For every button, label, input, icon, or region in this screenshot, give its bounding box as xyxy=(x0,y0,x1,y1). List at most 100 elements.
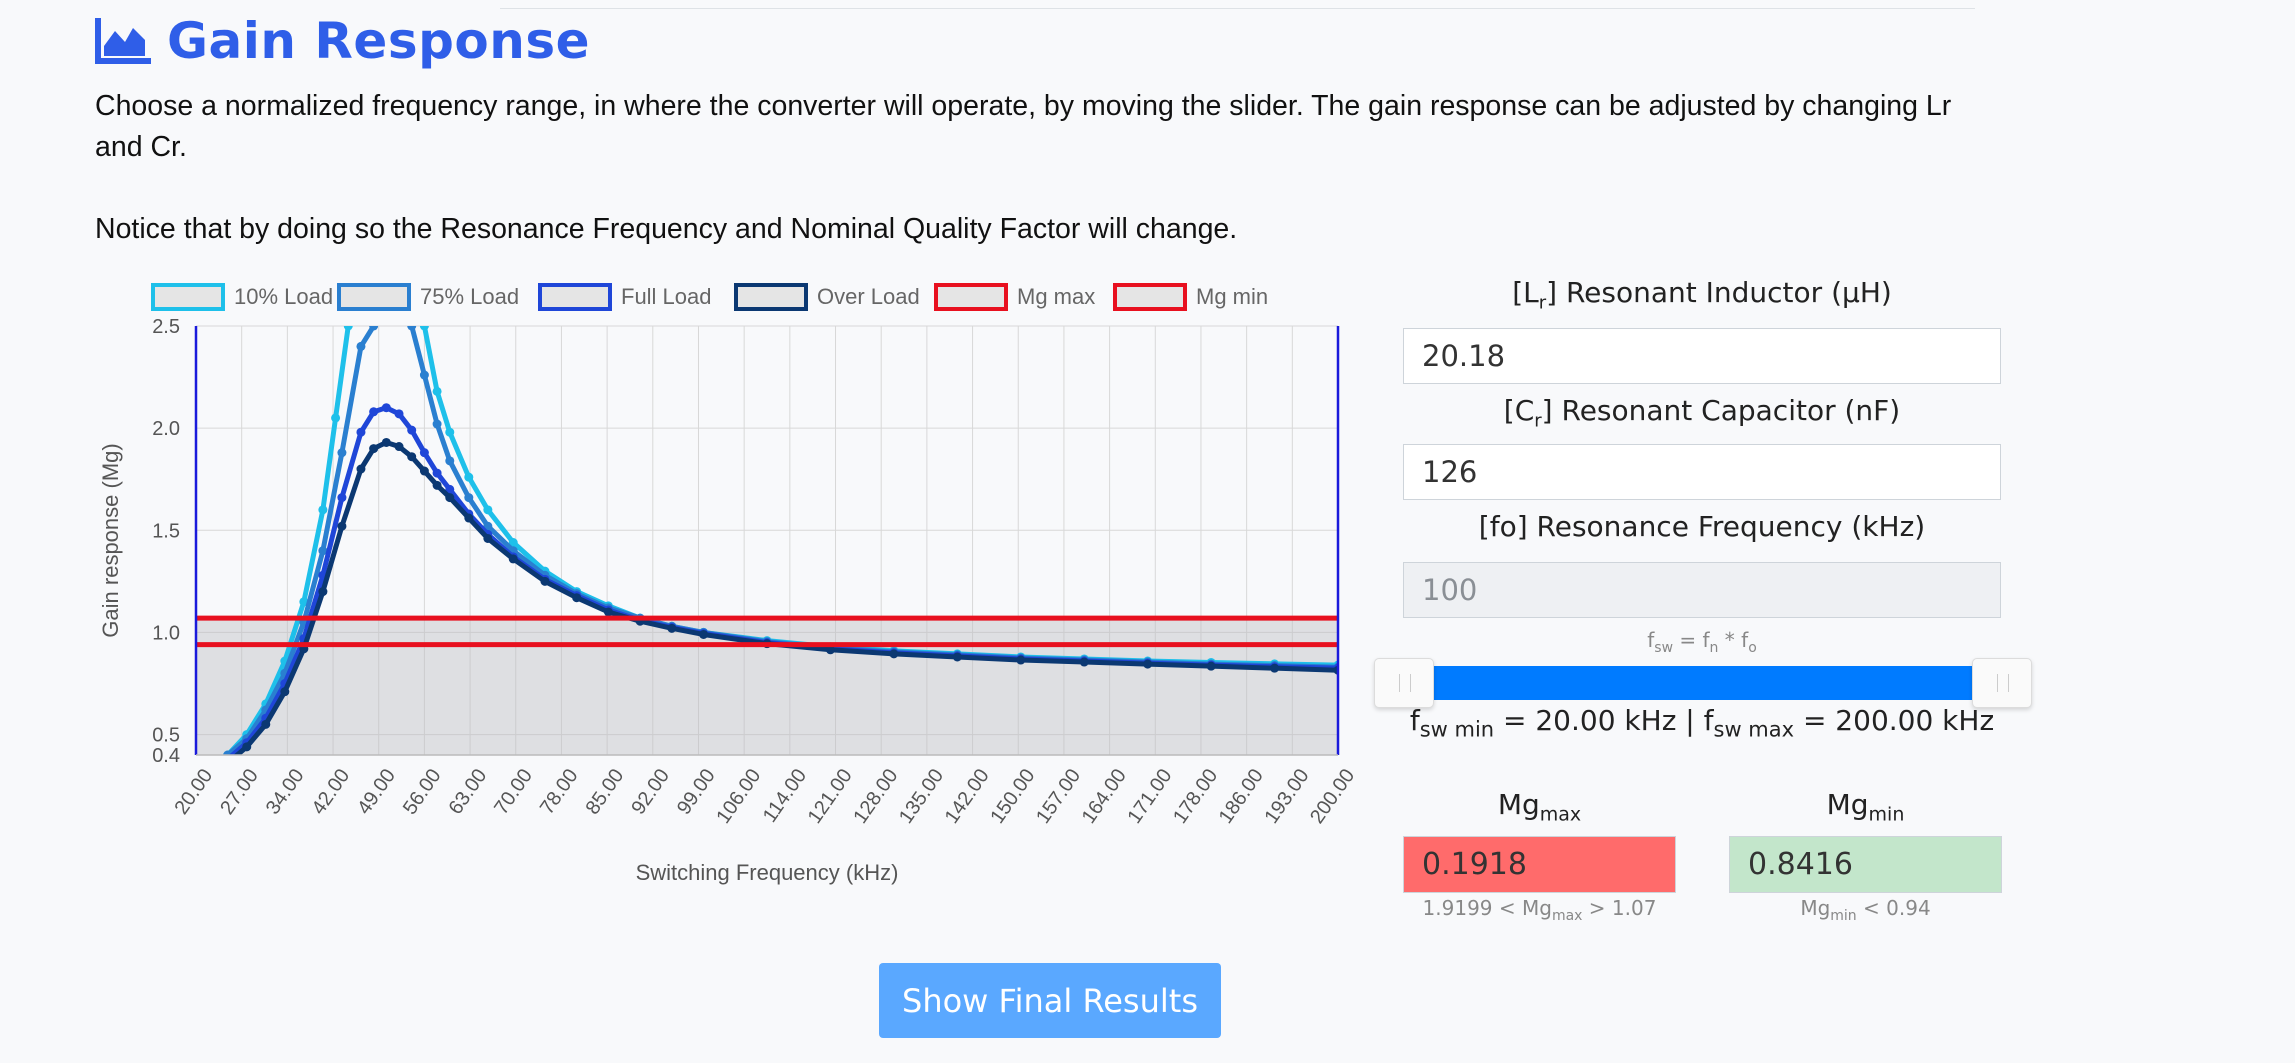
show-final-results-button[interactable]: Show Final Results xyxy=(879,963,1221,1038)
data-point-over-load xyxy=(419,466,429,476)
data-point-full-load xyxy=(445,484,455,494)
data-point-75-load xyxy=(318,546,328,556)
series-line-over-load xyxy=(233,439,1338,755)
frequency-range-text: fsw min = 20.00 kHz | fsw max = 200.00 k… xyxy=(1409,704,1995,742)
legend-swatch-mg-max xyxy=(934,283,1008,311)
data-point-over-load xyxy=(223,759,232,768)
page-title-text: Gain Response xyxy=(167,12,591,70)
x-tick-label: 34.00 xyxy=(262,765,309,819)
slider-min-handle[interactable] xyxy=(1374,658,1434,708)
cr-input[interactable]: 126 xyxy=(1403,444,2001,500)
x-tick-label: 49.00 xyxy=(353,765,400,819)
lr-label: [Lr] Resonant Inductor (μH) xyxy=(1512,276,1892,314)
page-title: Gain Response xyxy=(95,10,590,72)
data-point-full-load xyxy=(369,407,379,417)
data-point-over-load xyxy=(1079,657,1089,667)
data-point-over-load xyxy=(318,587,328,597)
data-point-over-load xyxy=(280,687,290,697)
data-point-full-load xyxy=(381,403,391,413)
data-point-10-load xyxy=(419,326,429,331)
top-divider xyxy=(500,8,1975,9)
x-tick-label: 42.00 xyxy=(308,765,355,819)
data-point-over-load xyxy=(261,719,271,729)
data-point-full-load xyxy=(356,427,366,437)
data-point-over-load xyxy=(889,649,899,659)
data-point-over-load xyxy=(1143,659,1153,669)
mg-max-value: 0.1918 xyxy=(1403,836,1676,893)
legend-label-10-load: 10% Load xyxy=(234,284,333,309)
legend-label-over-load: Over Load xyxy=(817,284,920,309)
x-tick-label: 157.00 xyxy=(1032,765,1085,828)
data-point-10-load xyxy=(318,505,328,515)
data-point-full-load xyxy=(407,425,417,435)
x-tick-label: 70.00 xyxy=(490,765,537,819)
x-tick-label: 150.00 xyxy=(986,765,1039,828)
slider-max-handle[interactable] xyxy=(1972,658,2032,708)
data-point-over-load xyxy=(1270,663,1280,673)
lr-input[interactable]: 20.18 xyxy=(1403,328,2001,384)
frequency-range-slider[interactable] xyxy=(1390,666,2010,700)
data-point-over-load xyxy=(699,629,709,639)
x-tick-label: 135.00 xyxy=(895,765,948,828)
data-point-10-load xyxy=(299,597,309,607)
x-tick-label: 164.00 xyxy=(1078,765,1131,828)
frequency-formula: fsw = fn * fo xyxy=(1647,628,1757,656)
data-point-over-load xyxy=(356,464,366,474)
x-tick-label: 121.00 xyxy=(804,765,857,828)
y-tick-label: 0.4 xyxy=(152,745,180,767)
x-tick-label: 114.00 xyxy=(759,765,811,827)
data-point-over-load xyxy=(464,513,474,523)
data-point-over-load xyxy=(407,452,417,462)
x-tick-label: 200.00 xyxy=(1306,765,1359,828)
data-point-over-load xyxy=(1016,655,1026,665)
data-point-over-load xyxy=(667,623,677,633)
data-point-75-load xyxy=(337,448,347,458)
x-tick-label: 20.00 xyxy=(170,765,217,819)
data-point-75-load xyxy=(369,326,379,331)
fo-input: 100 xyxy=(1403,562,2001,618)
y-tick-label: 1.5 xyxy=(152,520,180,542)
data-point-10-load xyxy=(483,505,493,515)
data-point-75-load xyxy=(407,326,417,331)
data-point-over-load xyxy=(825,645,835,655)
x-tick-label: 193.00 xyxy=(1260,765,1313,828)
data-point-over-load xyxy=(445,493,455,503)
y-tick-label: 2.5 xyxy=(152,316,180,338)
x-tick-label: 128.00 xyxy=(849,765,902,828)
data-point-over-load xyxy=(337,521,347,531)
mg-min-value: 0.8416 xyxy=(1729,836,2002,893)
legend-swatch-mg-min xyxy=(1113,283,1187,311)
data-point-over-load xyxy=(381,437,391,447)
x-tick-label: 99.00 xyxy=(673,765,720,819)
data-point-75-load xyxy=(356,341,366,351)
data-point-full-load xyxy=(337,493,347,503)
description-line-2: Notice that by doing so the Resonance Fr… xyxy=(95,213,1238,245)
data-point-full-load xyxy=(419,448,429,458)
data-point-full-load xyxy=(225,754,230,755)
data-point-10-load xyxy=(464,472,474,482)
description: Choose a normalized frequency range, in … xyxy=(95,86,1995,250)
data-point-75-load xyxy=(432,419,442,429)
mg-min-label: Mgmin xyxy=(1826,788,1905,826)
data-point-over-load xyxy=(1206,661,1216,671)
mg-max-label: Mgmax xyxy=(1497,788,1582,826)
x-axis-title: Switching Frequency (kHz) xyxy=(636,860,899,885)
legend-label-mg-max: Mg max xyxy=(1017,284,1095,309)
x-tick-label: 85.00 xyxy=(582,765,629,819)
data-point-over-load xyxy=(540,576,550,586)
data-point-over-load xyxy=(394,442,404,452)
legend-swatch-full-load xyxy=(538,283,612,311)
mg-max-hint: 1.9199 < Mgmax > 1.07 xyxy=(1422,896,1657,924)
data-point-over-load xyxy=(508,554,518,564)
x-tick-label: 63.00 xyxy=(445,765,492,819)
legend-swatch-75-load xyxy=(337,283,411,311)
data-point-over-load xyxy=(603,607,613,617)
legend-label-full-load: Full Load xyxy=(621,284,712,309)
data-point-10-load xyxy=(445,427,455,437)
x-tick-label: 171.00 xyxy=(1123,765,1176,828)
data-point-full-load xyxy=(394,409,404,419)
data-point-over-load xyxy=(483,533,493,543)
x-tick-label: 92.00 xyxy=(627,765,674,819)
data-point-over-load xyxy=(952,652,962,662)
data-point-10-load xyxy=(331,413,341,423)
